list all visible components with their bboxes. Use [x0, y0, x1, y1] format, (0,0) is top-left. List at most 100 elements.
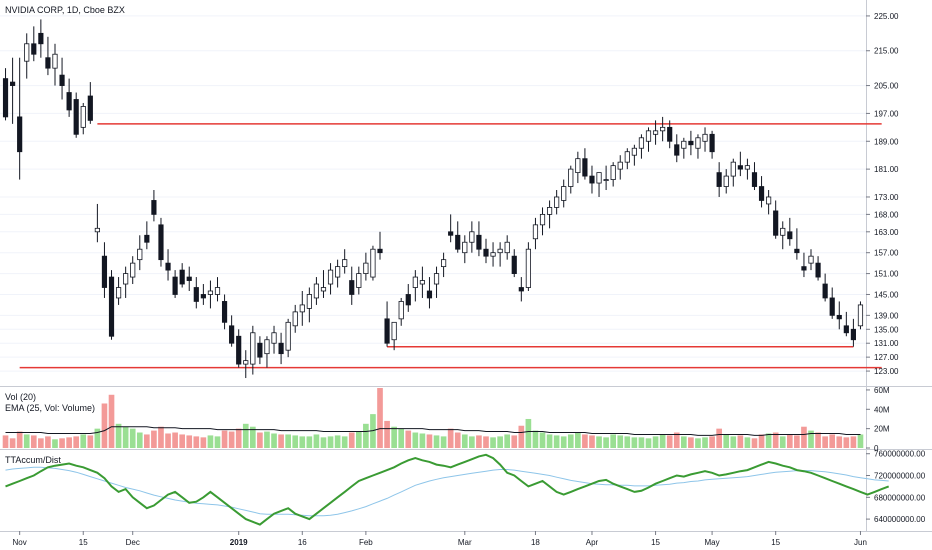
time-axis-label: Nov	[13, 538, 27, 547]
tt-title: TTAccum/Dist	[5, 455, 61, 465]
candle	[292, 304, 298, 333]
volume-bar	[355, 431, 362, 448]
candle	[737, 151, 743, 177]
candle	[335, 259, 341, 288]
candle	[94, 203, 100, 243]
candle	[158, 217, 164, 267]
candle	[546, 200, 553, 229]
volume-bar	[758, 434, 765, 448]
candle	[561, 179, 567, 208]
volume-bar	[2, 435, 9, 448]
candle	[490, 242, 496, 267]
time-axis-label: 16	[298, 538, 307, 547]
volume-bar	[808, 430, 814, 448]
candle	[31, 26, 37, 62]
time-axis-label: 15	[651, 538, 660, 547]
candle	[377, 231, 383, 260]
volume-bar	[186, 435, 193, 448]
candle	[808, 249, 814, 271]
volume-bar	[101, 403, 108, 448]
volume-ema-line	[5, 426, 861, 436]
candle	[780, 221, 786, 250]
volume-bar	[257, 432, 263, 448]
candle	[66, 78, 72, 117]
candle	[674, 134, 680, 163]
tt-axis-label: 720000000.00	[874, 472, 926, 481]
time-axis-label: 15	[79, 538, 88, 547]
volume-bar	[645, 438, 652, 448]
candle	[850, 318, 856, 347]
volume-bars	[2, 388, 864, 448]
volume-bar	[730, 436, 737, 448]
volume-bar	[59, 438, 65, 448]
volume-bar	[52, 439, 58, 448]
candle	[101, 242, 108, 298]
candle	[285, 318, 291, 358]
candle	[709, 130, 715, 159]
volume-bar	[560, 436, 567, 448]
candle	[667, 120, 673, 149]
price-axis-label: 145.00	[874, 290, 899, 299]
volume-bar	[228, 431, 235, 448]
price-axis-label: 151.00	[874, 270, 899, 279]
volume-bar	[617, 435, 624, 448]
candle	[313, 277, 320, 305]
volume-bar	[483, 436, 489, 448]
volume-bar	[490, 437, 496, 448]
volume-axis-label: 40M	[874, 405, 890, 414]
volume-bar	[320, 437, 327, 448]
volume-bar	[235, 428, 242, 448]
price-axis-label: 173.00	[874, 193, 899, 202]
volume-bar	[716, 428, 722, 448]
volume-bar	[688, 437, 694, 448]
volume-bar	[363, 423, 369, 448]
candle	[462, 235, 468, 264]
volume-bar	[412, 432, 419, 448]
time-axis-label: Feb	[359, 538, 373, 547]
time-axis-label: 2019	[230, 538, 248, 547]
candle	[144, 221, 150, 250]
candle	[723, 169, 729, 194]
candle	[370, 245, 376, 281]
volume-bar	[497, 436, 503, 448]
candle	[617, 155, 623, 180]
time-axis-label: 18	[531, 538, 540, 547]
time-axis-label: May	[705, 538, 720, 547]
volume-bar	[843, 437, 850, 448]
candle	[504, 235, 510, 260]
volume-bar	[94, 428, 101, 448]
volume-bar	[709, 436, 715, 448]
candle	[575, 151, 581, 184]
candle	[645, 127, 652, 152]
volume-bar	[398, 428, 405, 448]
volume-bar	[292, 435, 299, 448]
volume-bar	[419, 433, 426, 448]
candle	[320, 270, 327, 298]
volume-bar	[151, 430, 157, 448]
candle	[476, 221, 482, 257]
volume-bar	[23, 434, 30, 448]
volume-bar	[200, 437, 207, 448]
candle	[342, 249, 348, 274]
candle	[405, 284, 411, 312]
price-axis-label: 168.00	[874, 210, 899, 219]
candle	[363, 252, 369, 281]
volume-bar	[652, 436, 659, 448]
volume-bar	[779, 436, 786, 448]
volume-bar	[108, 394, 115, 448]
volume-bar	[695, 438, 701, 448]
volume-bar	[659, 434, 666, 448]
volume-bar	[384, 420, 390, 448]
volume-bar	[144, 434, 150, 448]
candle	[186, 266, 192, 291]
volume-bar	[532, 430, 539, 448]
time-axis-label: Mar	[458, 538, 472, 547]
candle	[52, 43, 58, 86]
candle	[511, 249, 517, 278]
volume-bar	[299, 436, 306, 448]
candle	[539, 207, 546, 236]
candle	[554, 190, 560, 215]
candle	[497, 242, 503, 267]
volume-bar	[179, 434, 185, 448]
